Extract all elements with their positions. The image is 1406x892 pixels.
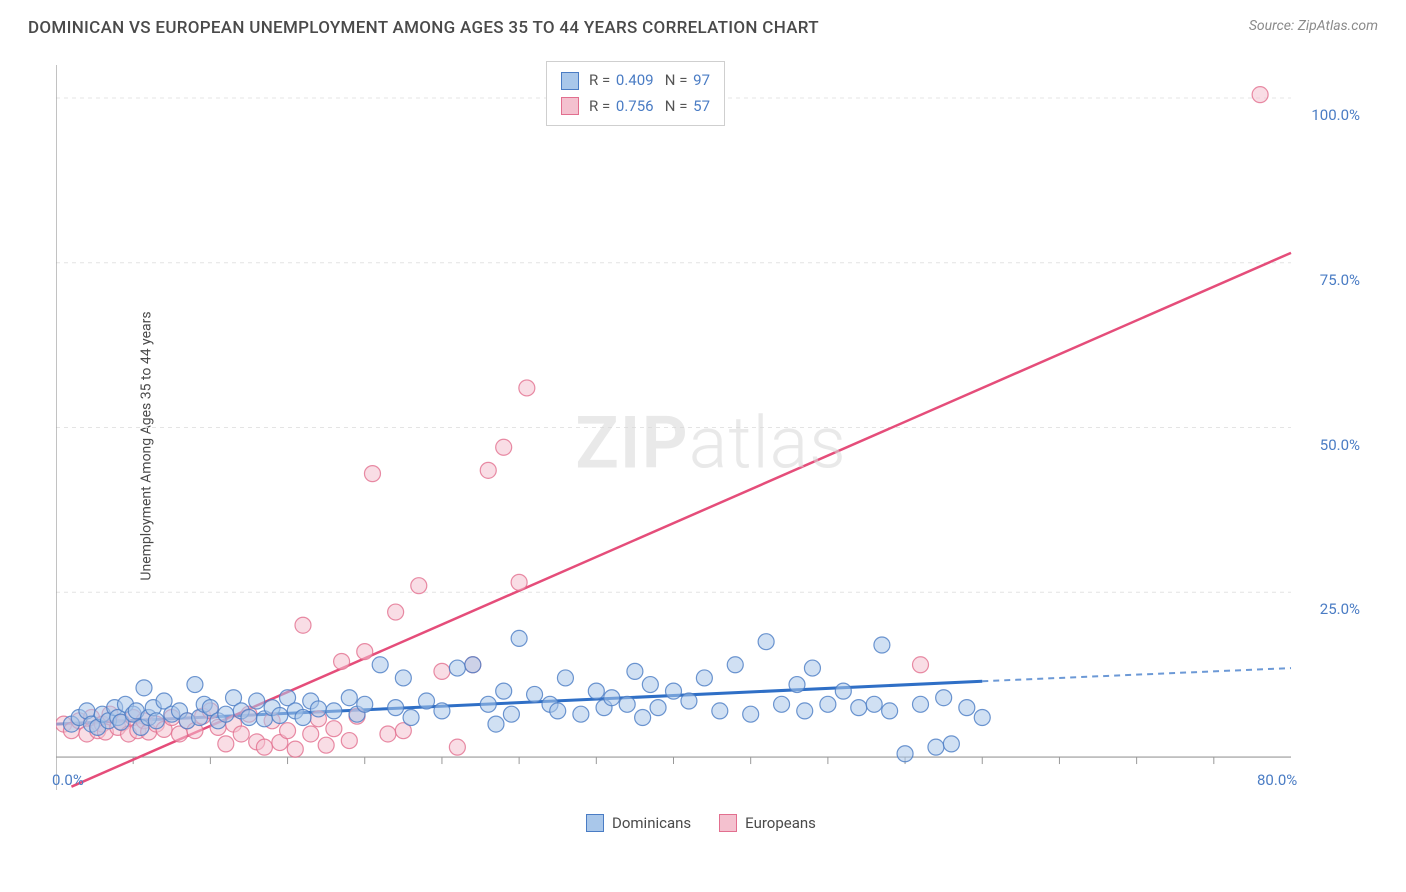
y-tick-label: 25.0% [1320,600,1360,618]
chart-title: DOMINICAN VS EUROPEAN UNEMPLOYMENT AMONG… [28,18,819,38]
legend-label: Europeans [745,814,816,832]
legend-item-dominicans: Dominicans [586,814,691,832]
legend-label: Dominicans [612,814,691,832]
dominicans-swatch-icon [561,72,579,90]
source-attribution: Source: ZipAtlas.com [1249,18,1378,34]
chart-area: ZIPatlas R = 0.409 N = 97R = 0.756 N = 5… [56,55,1366,830]
x-tick-label: 80.0% [1257,771,1297,789]
series-legend: Dominicans Europeans [586,814,816,832]
dominicans-swatch-icon [586,814,604,832]
y-tick-label: 100.0% [1311,106,1360,124]
x-tick-label: 0.0% [52,771,84,789]
europeans-swatch-icon [561,97,579,115]
legend-stat: R = 0.756 N = 57 [589,94,710,120]
europeans-swatch-icon [719,814,737,832]
y-tick-label: 50.0% [1320,436,1360,454]
scatter-plot [56,55,1366,830]
legend-item-europeans: Europeans [719,814,816,832]
y-tick-label: 75.0% [1320,271,1360,289]
legend-stat: R = 0.409 N = 97 [589,68,710,94]
correlation-legend: R = 0.409 N = 97R = 0.756 N = 57 [546,61,725,126]
